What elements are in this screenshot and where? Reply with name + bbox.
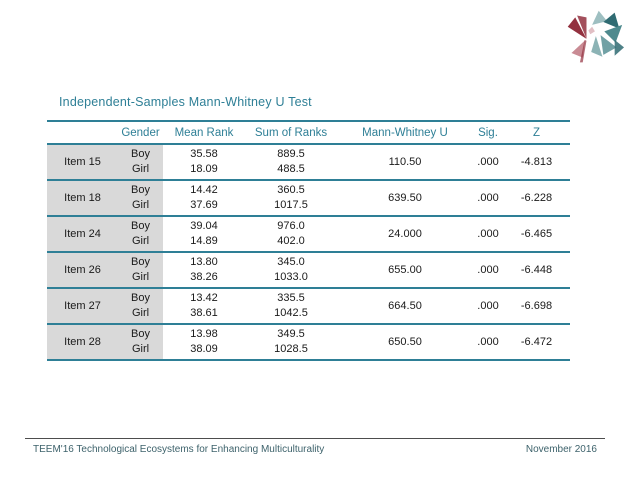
mann-whitney-u-cell: 639.50 — [388, 192, 422, 204]
mean-rank-boy-value: 13.98 — [190, 328, 218, 340]
footer-divider — [25, 438, 605, 439]
sum-of-ranks-cell: 335.5 1042.5 — [245, 289, 337, 323]
item-cell: Item 15 — [47, 145, 118, 179]
mean-rank-girl-value: 38.26 — [190, 271, 218, 283]
mean-rank-cell: 13.80 38.26 — [163, 253, 245, 287]
gender-boy-label: Boy — [131, 220, 150, 232]
z-cell: -4.813 — [520, 156, 553, 168]
sig-cell: .000 — [477, 192, 499, 204]
mean-rank-girl-value: 37.69 — [190, 199, 218, 211]
mean-rank-girl-value: 38.09 — [190, 343, 218, 355]
z-cell: -6.698 — [520, 300, 553, 312]
z-cell: -6.448 — [520, 264, 553, 276]
sum-of-ranks-cell: 889.5 488.5 — [245, 145, 337, 179]
teem-conference-logo-icon — [567, 10, 625, 63]
col-header-mean-rank: Mean Rank — [174, 126, 234, 139]
gender-boy-label: Boy — [131, 328, 150, 340]
mean-rank-boy-value: 13.42 — [190, 292, 218, 304]
sum-ranks-girl-value: 488.5 — [277, 163, 305, 175]
mean-rank-boy-value: 13.80 — [190, 256, 218, 268]
mean-rank-cell: 39.04 14.89 — [163, 217, 245, 251]
footer-date-label: November 2016 — [525, 444, 597, 455]
gender-boy-label: Boy — [131, 256, 150, 268]
mean-rank-girl-value: 14.89 — [190, 235, 218, 247]
col-header-z: Z — [532, 126, 541, 139]
sum-ranks-boy-value: 349.5 — [277, 328, 305, 340]
sum-of-ranks-cell: 345.0 1033.0 — [245, 253, 337, 287]
gender-girl-label: Girl — [131, 163, 150, 175]
mann-whitney-u-cell: 664.50 — [388, 300, 422, 312]
item-cell: Item 28 — [47, 325, 118, 359]
item-cell: Item 24 — [47, 217, 118, 251]
gender-boy-label: Boy — [131, 292, 150, 304]
table-row: Item 24 Boy Girl 39.04 14.89 976.0 402.0… — [47, 217, 570, 253]
gender-cell: Boy Girl — [118, 181, 163, 215]
footer-conference-label: TEEM'16 Technological Ecosystems for Enh… — [33, 444, 325, 455]
item-cell: Item 27 — [47, 289, 118, 323]
table-row: Item 27 Boy Girl 13.42 38.61 335.5 1042.… — [47, 289, 570, 325]
mean-rank-cell: 14.42 37.69 — [163, 181, 245, 215]
gender-girl-label: Girl — [131, 235, 150, 247]
z-cell: -6.472 — [520, 336, 553, 348]
mean-rank-boy-value: 39.04 — [190, 220, 218, 232]
mean-rank-girl-value: 18.09 — [190, 163, 218, 175]
mean-rank-girl-value: 38.61 — [190, 307, 218, 319]
gender-cell: Boy Girl — [118, 145, 163, 179]
sig-cell: .000 — [477, 264, 499, 276]
gender-boy-label: Boy — [131, 184, 150, 196]
mean-rank-boy-value: 35.58 — [190, 148, 218, 160]
mean-rank-boy-value: 14.42 — [190, 184, 218, 196]
col-header-mann-whitney-u: Mann-Whitney U — [362, 126, 448, 139]
sum-ranks-girl-value: 1017.5 — [274, 199, 308, 211]
sum-of-ranks-cell: 976.0 402.0 — [245, 217, 337, 251]
table-row: Item 15 Boy Girl 35.58 18.09 889.5 488.5… — [47, 145, 570, 181]
gender-girl-label: Girl — [131, 271, 150, 283]
sig-cell: .000 — [477, 336, 499, 348]
sig-cell: .000 — [477, 300, 499, 312]
z-cell: -6.228 — [520, 192, 553, 204]
item-cell: Item 18 — [47, 181, 118, 215]
sig-cell: .000 — [477, 156, 499, 168]
mann-whitney-u-cell: 650.50 — [388, 336, 422, 348]
sum-ranks-boy-value: 976.0 — [277, 220, 305, 232]
mann-whitney-u-cell: 110.50 — [388, 156, 422, 168]
table-title: Independent-Samples Mann-Whitney U Test — [59, 95, 312, 109]
sum-ranks-girl-value: 1042.5 — [274, 307, 308, 319]
gender-girl-label: Girl — [131, 199, 150, 211]
gender-girl-label: Girl — [131, 343, 150, 355]
z-cell: -6.465 — [520, 228, 553, 240]
mann-whitney-u-cell: 24.000 — [388, 228, 422, 240]
table-body: Item 15 Boy Girl 35.58 18.09 889.5 488.5… — [47, 145, 570, 361]
gender-cell: Boy Girl — [118, 325, 163, 359]
sum-ranks-girl-value: 1028.5 — [274, 343, 308, 355]
mean-rank-cell: 13.42 38.61 — [163, 289, 245, 323]
col-header-gender: Gender — [121, 126, 160, 139]
table-header-row: Gender Mean Rank Sum of Ranks Mann-Whitn… — [47, 120, 570, 145]
item-cell: Item 26 — [47, 253, 118, 287]
sum-ranks-boy-value: 360.5 — [277, 184, 305, 196]
gender-cell: Boy Girl — [118, 217, 163, 251]
gender-cell: Boy Girl — [118, 253, 163, 287]
mann-whitney-table: Gender Mean Rank Sum of Ranks Mann-Whitn… — [47, 120, 570, 361]
mann-whitney-u-cell: 655.00 — [388, 264, 422, 276]
sum-of-ranks-cell: 349.5 1028.5 — [245, 325, 337, 359]
table-row: Item 28 Boy Girl 13.98 38.09 349.5 1028.… — [47, 325, 570, 361]
col-header-sum-ranks: Sum of Ranks — [254, 126, 328, 139]
gender-cell: Boy Girl — [118, 289, 163, 323]
sum-ranks-boy-value: 345.0 — [277, 256, 305, 268]
mean-rank-cell: 13.98 38.09 — [163, 325, 245, 359]
sum-ranks-boy-value: 889.5 — [277, 148, 305, 160]
table-row: Item 18 Boy Girl 14.42 37.69 360.5 1017.… — [47, 181, 570, 217]
sig-cell: .000 — [477, 228, 499, 240]
sum-ranks-girl-value: 402.0 — [277, 235, 305, 247]
table-row: Item 26 Boy Girl 13.80 38.26 345.0 1033.… — [47, 253, 570, 289]
sum-ranks-girl-value: 1033.0 — [274, 271, 308, 283]
gender-girl-label: Girl — [131, 307, 150, 319]
sum-ranks-boy-value: 335.5 — [277, 292, 305, 304]
gender-boy-label: Boy — [131, 148, 150, 160]
mean-rank-cell: 35.58 18.09 — [163, 145, 245, 179]
col-header-sig: Sig. — [478, 126, 498, 139]
sum-of-ranks-cell: 360.5 1017.5 — [245, 181, 337, 215]
